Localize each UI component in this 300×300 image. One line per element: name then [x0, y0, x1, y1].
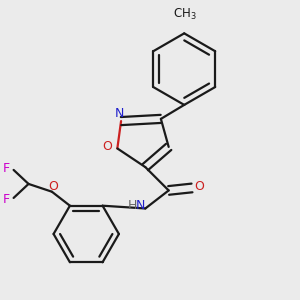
Text: N: N	[115, 107, 124, 120]
Text: N: N	[136, 199, 146, 212]
Text: O: O	[49, 180, 58, 193]
Text: F: F	[3, 162, 10, 175]
Text: O: O	[102, 140, 112, 153]
Text: O: O	[194, 180, 204, 193]
Text: CH$_3$: CH$_3$	[173, 6, 197, 22]
Text: H: H	[128, 199, 137, 212]
Text: F: F	[3, 193, 10, 206]
